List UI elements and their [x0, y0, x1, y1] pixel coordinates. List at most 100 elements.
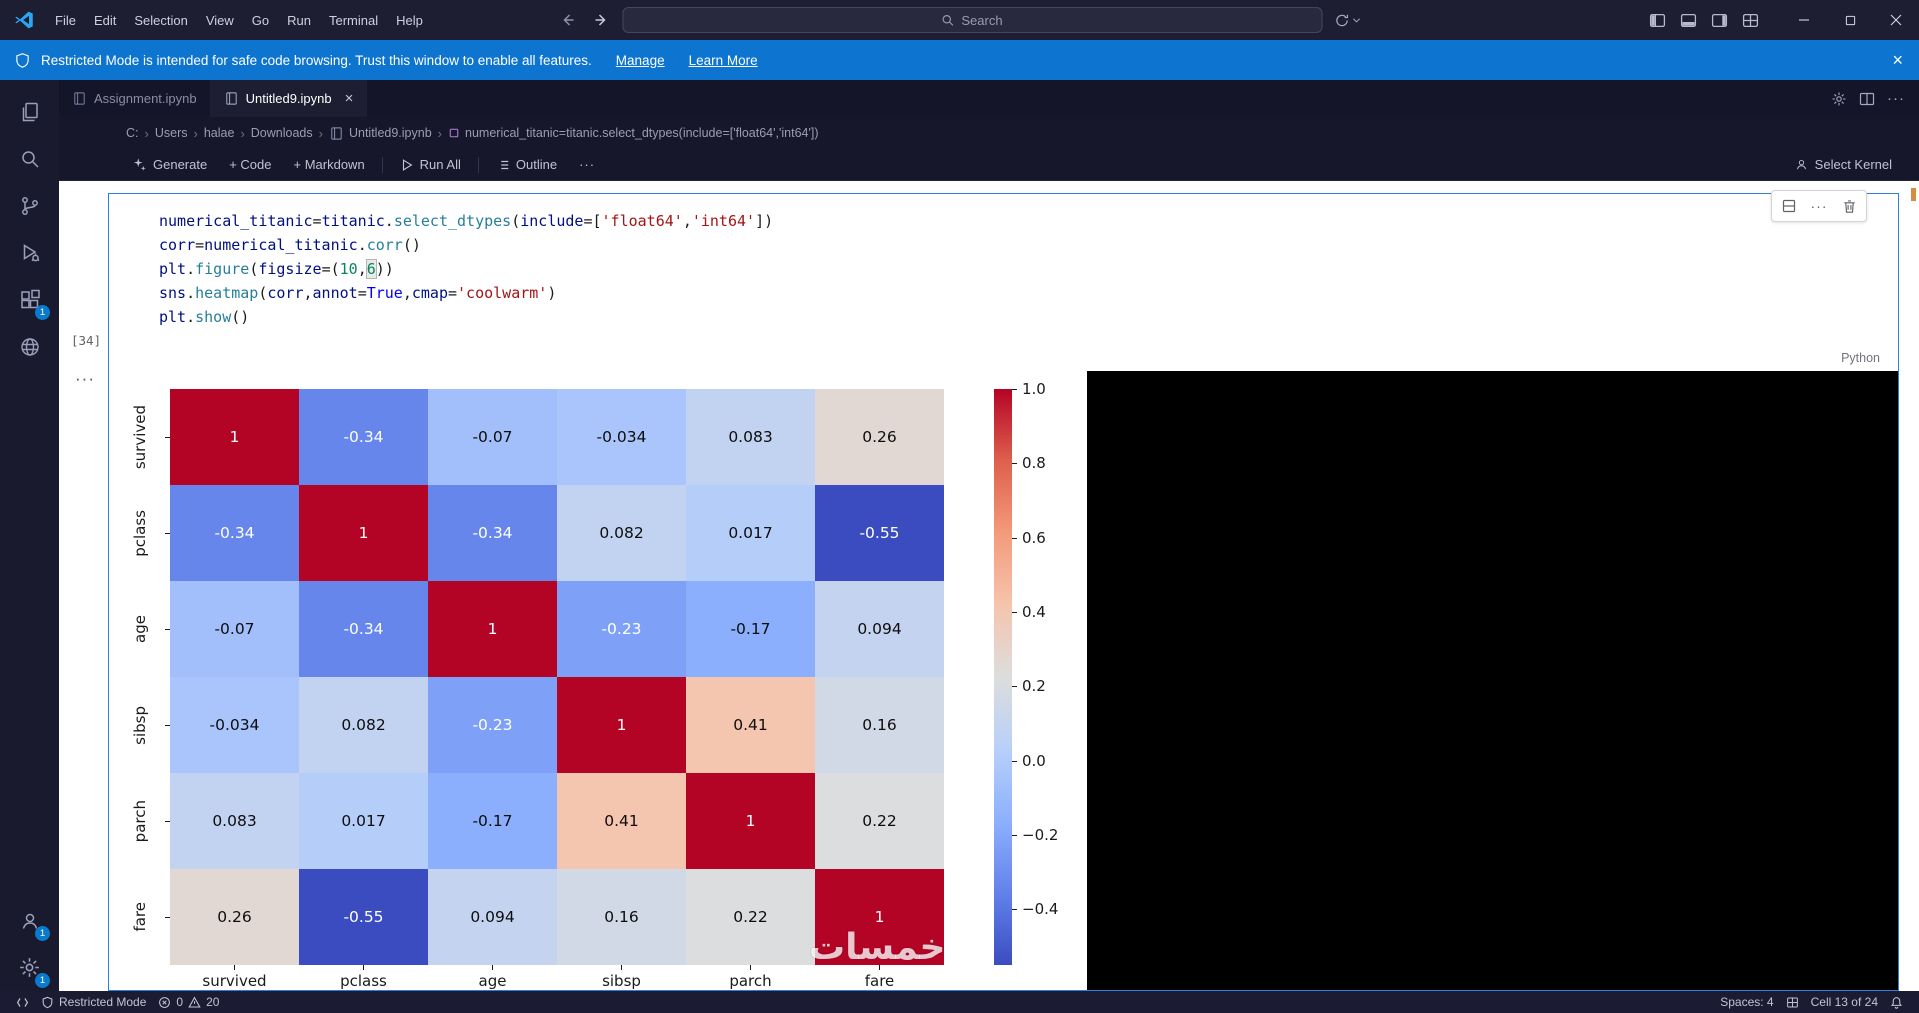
notebook-settings-gear-icon[interactable] [1831, 91, 1847, 107]
cell-position-indicator[interactable]: Cell 13 of 24 [1810, 995, 1878, 1009]
close-window-button[interactable] [1873, 0, 1919, 40]
add-code-button[interactable]: + Code [220, 153, 280, 176]
select-kernel-button[interactable]: Select Kernel [1785, 153, 1901, 176]
code-line: numerical_titanic=titanic.select_dtypes(… [159, 212, 774, 230]
layout-grid-icon[interactable] [1780, 991, 1805, 1013]
x-axis-label: survived [202, 972, 267, 990]
breadcrumb-item[interactable]: C: [126, 126, 139, 140]
menu-terminal[interactable]: Terminal [329, 12, 379, 28]
remote-explorer-icon[interactable] [0, 323, 59, 370]
extensions-badge: 1 [35, 305, 50, 320]
error-count: 0 [176, 995, 184, 1009]
menu-edit[interactable]: Edit [93, 12, 117, 28]
toggle-panel-icon[interactable] [1680, 12, 1697, 29]
breadcrumb-item[interactable]: numerical_titanic=titanic.select_dtypes(… [448, 126, 819, 140]
main-area: 1 1 1 Assignment.ipynb Untitled9.ipynb × [0, 80, 1919, 991]
problems-status[interactable]: 0 20 [152, 991, 225, 1013]
heatmap-cell: -0.34 [299, 389, 428, 485]
heatmap-cell: 0.16 [557, 869, 686, 965]
cell-editor[interactable]: numerical_titanic=titanic.select_dtypes(… [109, 190, 1898, 371]
explorer-icon[interactable] [0, 88, 59, 135]
toggle-secondary-sidebar-icon[interactable] [1711, 12, 1728, 29]
tab-assignment-ipynb[interactable]: Assignment.ipynb [59, 80, 211, 117]
breadcrumb-item[interactable]: halae [204, 126, 235, 140]
breadcrumb-item[interactable]: Users [155, 126, 188, 140]
titlebar-right [1649, 0, 1919, 40]
split-cell-icon[interactable] [1774, 192, 1804, 220]
heatmap-grid: 1 -0.34 -0.07 -0.034 0.083 0.26 -0.34 1 -0.34 0.0… [170, 389, 944, 965]
menu-selection[interactable]: Selection [134, 12, 188, 28]
chevron-right-icon: › [437, 125, 443, 141]
breadcrumb-item[interactable]: Downloads [251, 126, 313, 140]
accounts-icon[interactable]: 1 [0, 897, 59, 944]
trash-icon[interactable] [1834, 192, 1864, 220]
kernel-icon [1794, 157, 1809, 172]
notebook-cell[interactable]: numerical_titanic=titanic.select_dtypes(… [108, 190, 1899, 991]
menu-help[interactable]: Help [396, 12, 423, 28]
manage-link[interactable]: Manage [615, 52, 665, 68]
outline-button[interactable]: Outline [487, 153, 566, 176]
add-markdown-button[interactable]: + Markdown [285, 153, 374, 176]
colorbar-tick-label: −0.2 [1022, 825, 1059, 844]
accounts-badge: 1 [35, 926, 50, 941]
customize-layout-icon[interactable] [1742, 12, 1759, 29]
restricted-mode-status[interactable]: Restricted Mode [35, 991, 152, 1013]
cell-more-icon[interactable]: ··· [1810, 198, 1828, 214]
search-sidebar-icon[interactable] [0, 135, 59, 182]
more-actions-icon[interactable]: ··· [1887, 90, 1905, 107]
cell-language-picker[interactable]: Python [1841, 351, 1880, 365]
forward-arrow-icon[interactable] [588, 7, 614, 33]
breadcrumb: C: › Users › halae › Downloads › Untitled9.ipynb… [59, 117, 1919, 149]
remote-indicator[interactable] [10, 991, 35, 1013]
heatmap-cell: 0.22 [686, 869, 815, 965]
banner-close-icon[interactable]: × [1892, 49, 1903, 70]
menu-run[interactable]: Run [287, 12, 311, 28]
heatmap-ylabels: survived pclass age sibsp parch fare [109, 389, 170, 965]
heatmap-cell: 1 [686, 773, 815, 869]
editor-actions: ··· [1831, 80, 1919, 117]
output-options-icon[interactable]: ··· [75, 369, 95, 388]
sync-icon[interactable] [1330, 9, 1365, 32]
chevron-down-icon [1352, 18, 1360, 23]
settings-gear-icon[interactable]: 1 [0, 944, 59, 991]
shield-icon [14, 52, 31, 69]
menu-go[interactable]: Go [251, 12, 270, 28]
heatmap-xlabels: survived pclass age sibsp parch fare [170, 972, 944, 990]
learn-more-link[interactable]: Learn More [688, 52, 758, 68]
menu-view[interactable]: View [205, 12, 234, 28]
run-debug-icon[interactable] [0, 229, 59, 276]
spaces-indicator[interactable]: Spaces: 4 [1720, 995, 1774, 1009]
output-background [1087, 371, 1898, 990]
symbol-icon [448, 127, 460, 139]
bell-icon[interactable] [1884, 991, 1909, 1013]
back-arrow-icon[interactable] [554, 7, 580, 33]
source-control-icon[interactable] [0, 182, 59, 229]
heatmap-cell: 0.41 [557, 773, 686, 869]
toggle-sidebar-icon[interactable] [1649, 12, 1666, 29]
maximize-button[interactable] [1827, 0, 1873, 40]
x-axis-label: sibsp [602, 972, 641, 990]
menu-file[interactable]: File [55, 12, 76, 28]
y-axis-label: age [130, 615, 149, 643]
close-icon[interactable]: × [344, 90, 354, 107]
minimize-button[interactable] [1781, 0, 1827, 40]
menu-bar: File Edit Selection View Go Run Terminal Help [46, 0, 432, 40]
breadcrumb-item[interactable]: Untitled9.ipynb [329, 126, 432, 141]
code-line: corr=numerical_titanic.corr() [159, 236, 421, 254]
select-kernel-label: Select Kernel [1814, 157, 1892, 172]
heatmap-cell: 1 [428, 581, 557, 677]
toolbar-more-button[interactable]: ··· [570, 153, 604, 176]
run-all-button[interactable]: Run All [391, 153, 470, 176]
extensions-icon[interactable]: 1 [0, 276, 59, 323]
generate-button[interactable]: Generate [123, 153, 216, 176]
generate-label: Generate [153, 157, 208, 172]
tab-label: Untitled9.ipynb [245, 91, 332, 106]
tab-untitled9-ipynb[interactable]: Untitled9.ipynb × [210, 80, 368, 117]
add-markdown-label: + Markdown [293, 157, 365, 172]
split-editor-icon[interactable] [1859, 91, 1875, 107]
search-box[interactable]: Search [622, 7, 1322, 33]
chevron-right-icon: › [318, 125, 323, 141]
heatmap-cell: 0.26 [170, 869, 299, 965]
heatmap-cell: 0.26 [815, 389, 944, 485]
